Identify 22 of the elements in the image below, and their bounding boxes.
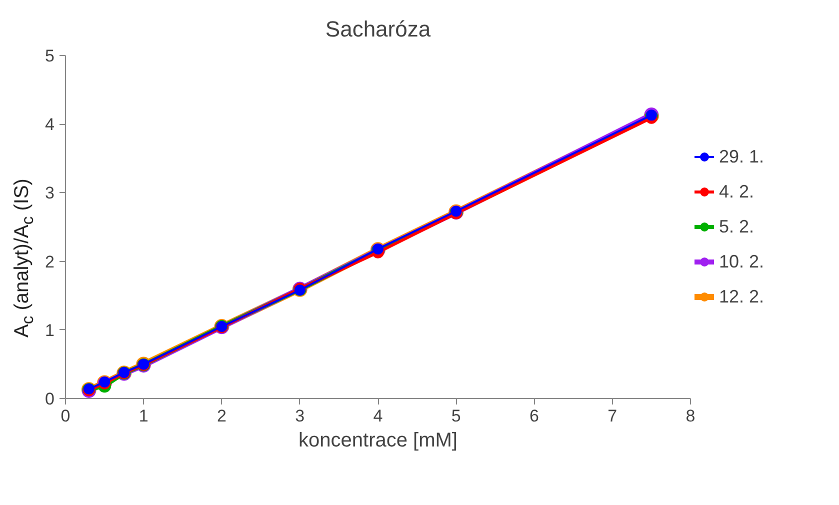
legend-label: 4. 2. [719,181,754,202]
y-tick-label: 4 [45,115,55,134]
y-tick-label: 2 [45,252,55,272]
x-tick-label: 3 [295,406,305,426]
x-tick-label: 1 [138,406,148,426]
x-tick-label: 0 [60,406,70,426]
y-tick-label: 3 [45,184,55,203]
x-tick-label: 8 [686,406,696,426]
x-tick-label: 6 [530,406,539,426]
y-tick-label: 1 [45,320,55,340]
chart-title: Sacharóza [325,16,432,42]
x-tick-label: 4 [373,406,383,426]
y-tick-label: 5 [45,46,55,66]
y-tick-label: 0 [45,390,55,408]
legend-label: 10. 2. [719,251,764,272]
x-tick-label: 5 [451,406,461,426]
x-tick-label: 7 [608,406,618,426]
legend-label: 5. 2. [719,216,754,237]
x-tick-label: 2 [217,406,226,426]
legend-label: 29. 1. [719,146,764,167]
x-axis-title: koncentrace [mM] [298,430,458,452]
legend-label: 12. 2. [719,286,764,307]
